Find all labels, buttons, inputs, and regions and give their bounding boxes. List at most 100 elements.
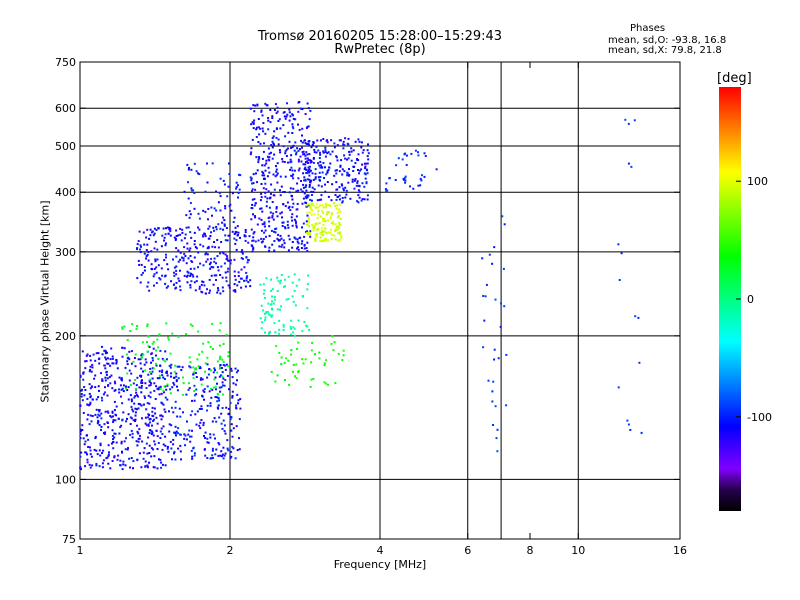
data-point [148,462,150,464]
x-tick-label: 16 [673,544,687,557]
data-point [348,168,350,170]
data-point [153,435,155,437]
data-point [121,389,123,391]
data-point [389,177,391,179]
data-point [301,135,303,137]
data-point [150,455,152,457]
data-point [122,411,124,413]
data-point [147,336,149,338]
data-point [307,126,309,128]
data-point [302,184,304,186]
data-point [318,176,320,178]
data-point [105,371,107,373]
data-point [172,443,174,445]
data-point [131,400,133,402]
data-point [243,266,245,268]
data-point [197,331,199,333]
data-point [328,231,330,233]
data-point [189,441,191,443]
data-point [292,371,294,373]
data-point [308,232,310,234]
data-point [190,273,192,275]
data-point [196,280,198,282]
data-point [498,357,500,359]
data-point [271,309,273,311]
data-point [194,240,196,242]
data-point [153,348,155,350]
data-point [356,185,358,187]
data-point [224,223,226,225]
data-point [305,186,307,188]
data-point [128,413,130,415]
data-point [236,425,238,427]
data-point [351,151,353,153]
data-point [269,153,271,155]
data-point [301,243,303,245]
data-point [228,351,230,353]
data-point [250,123,252,125]
data-point [220,266,222,268]
data-point [148,414,150,416]
data-point [130,384,132,386]
data-point [177,366,179,368]
data-point [617,243,619,245]
data-point [214,438,216,440]
data-point [166,263,168,265]
data-point [172,259,174,261]
data-point [328,211,330,213]
data-point [210,262,212,264]
data-point [238,437,240,439]
data-point [134,408,136,410]
data-point [240,278,242,280]
data-point [297,111,299,113]
data-point [342,197,344,199]
data-point [191,261,193,263]
data-point [289,206,291,208]
data-point [97,396,99,398]
data-point [304,192,306,194]
data-point [293,364,295,366]
data-point [335,238,337,240]
data-point [284,285,286,287]
data-point [254,189,256,191]
data-point [271,296,273,298]
data-point [84,465,86,467]
data-point [303,163,305,165]
data-point [202,343,204,345]
data-point [93,354,95,356]
data-point [200,419,202,421]
data-point [361,164,363,166]
data-point [188,169,190,171]
data-point [179,234,181,236]
data-point [156,339,158,341]
data-point [303,151,305,153]
data-point [149,368,151,370]
data-point [357,180,359,182]
data-point [204,455,206,457]
data-point [130,394,132,396]
data-point [344,187,346,189]
data-point [138,403,140,405]
data-point [174,459,176,461]
data-point [101,399,103,401]
data-point [194,455,196,457]
data-point [215,386,217,388]
data-point [219,376,221,378]
data-point [226,195,228,197]
data-point [87,414,89,416]
data-point [217,407,219,409]
data-point [277,290,279,292]
data-point [183,382,185,384]
data-point [325,383,327,385]
data-point [209,226,211,228]
data-point [186,243,188,245]
data-point [313,142,315,144]
data-point [340,159,342,161]
data-point [204,211,206,213]
data-point [86,459,88,461]
data-point [317,217,319,219]
data-point [129,380,131,382]
data-point [182,366,184,368]
data-point [216,372,218,374]
data-point [270,279,272,281]
